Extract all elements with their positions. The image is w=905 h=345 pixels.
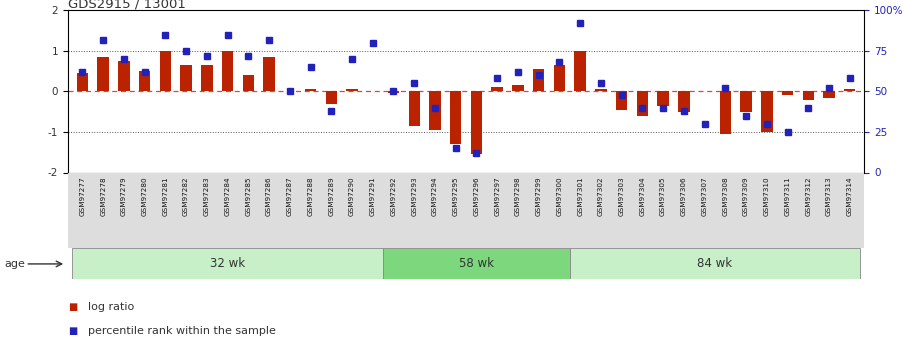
- Text: GSM97311: GSM97311: [785, 176, 791, 216]
- Text: GSM97294: GSM97294: [432, 176, 438, 216]
- Bar: [98, 57, 109, 91]
- Text: GSM97304: GSM97304: [639, 176, 645, 216]
- Text: log ratio: log ratio: [88, 302, 134, 312]
- Bar: [824, 91, 834, 98]
- Bar: [243, 75, 254, 91]
- Text: GSM97292: GSM97292: [390, 176, 396, 216]
- Bar: [429, 91, 441, 130]
- Text: GSM97296: GSM97296: [473, 176, 480, 216]
- Bar: [782, 91, 794, 96]
- Bar: [719, 91, 731, 134]
- Text: ■: ■: [68, 326, 77, 336]
- Text: GSM97291: GSM97291: [370, 176, 376, 216]
- Text: GSM97282: GSM97282: [183, 176, 189, 216]
- Bar: [72, 248, 383, 279]
- Text: GSM97300: GSM97300: [557, 176, 562, 216]
- Text: GSM97314: GSM97314: [847, 176, 853, 216]
- Bar: [740, 91, 752, 112]
- Bar: [387, 91, 399, 93]
- Bar: [326, 91, 337, 104]
- Text: GSM97309: GSM97309: [743, 176, 749, 216]
- Bar: [554, 65, 565, 91]
- Text: GSM97308: GSM97308: [722, 176, 729, 216]
- Text: GSM97288: GSM97288: [308, 176, 313, 216]
- Text: 58 wk: 58 wk: [459, 257, 494, 270]
- Text: 84 wk: 84 wk: [698, 257, 732, 270]
- Text: GSM97303: GSM97303: [619, 176, 624, 216]
- Text: GSM97287: GSM97287: [287, 176, 293, 216]
- Bar: [844, 89, 855, 91]
- Bar: [533, 69, 545, 91]
- Text: GSM97293: GSM97293: [411, 176, 417, 216]
- Bar: [180, 65, 192, 91]
- Text: GSM97306: GSM97306: [681, 176, 687, 216]
- Bar: [678, 91, 690, 112]
- Text: GSM97302: GSM97302: [598, 176, 604, 216]
- Bar: [616, 91, 627, 110]
- Text: GSM97299: GSM97299: [536, 176, 542, 216]
- Bar: [119, 61, 129, 91]
- Text: GSM97280: GSM97280: [141, 176, 148, 216]
- Text: GSM97289: GSM97289: [329, 176, 334, 216]
- Bar: [575, 51, 586, 91]
- Bar: [491, 87, 503, 91]
- Text: GSM97307: GSM97307: [701, 176, 708, 216]
- Bar: [450, 91, 462, 144]
- Bar: [636, 91, 648, 116]
- Text: percentile rank within the sample: percentile rank within the sample: [88, 326, 276, 336]
- Bar: [803, 91, 814, 99]
- Text: GSM97301: GSM97301: [577, 176, 583, 216]
- Bar: [512, 85, 524, 91]
- Bar: [77, 73, 88, 91]
- Bar: [159, 51, 171, 91]
- Text: age: age: [5, 259, 25, 269]
- Text: GSM97312: GSM97312: [805, 176, 811, 216]
- Bar: [138, 71, 150, 91]
- Text: GSM97305: GSM97305: [660, 176, 666, 216]
- Bar: [222, 51, 233, 91]
- Text: GSM97290: GSM97290: [349, 176, 355, 216]
- Bar: [595, 89, 606, 91]
- Text: GSM97283: GSM97283: [204, 176, 210, 216]
- Bar: [471, 91, 482, 154]
- Bar: [201, 65, 213, 91]
- Text: GSM97297: GSM97297: [494, 176, 500, 216]
- Bar: [657, 91, 669, 106]
- Text: GSM97279: GSM97279: [121, 176, 127, 216]
- Bar: [263, 57, 275, 91]
- Text: GSM97286: GSM97286: [266, 176, 272, 216]
- Text: GSM97284: GSM97284: [224, 176, 231, 216]
- Bar: [305, 89, 316, 91]
- Text: GDS2915 / 13001: GDS2915 / 13001: [68, 0, 186, 10]
- Text: 32 wk: 32 wk: [210, 257, 245, 270]
- Bar: [347, 89, 357, 91]
- Text: GSM97310: GSM97310: [764, 176, 770, 216]
- Text: GSM97278: GSM97278: [100, 176, 106, 216]
- Text: GSM97281: GSM97281: [162, 176, 168, 216]
- Text: GSM97313: GSM97313: [826, 176, 832, 216]
- Bar: [408, 91, 420, 126]
- Text: ■: ■: [68, 302, 77, 312]
- Text: GSM97295: GSM97295: [452, 176, 459, 216]
- Text: GSM97285: GSM97285: [245, 176, 252, 216]
- Bar: [570, 248, 860, 279]
- Text: GSM97298: GSM97298: [515, 176, 521, 216]
- Bar: [761, 91, 773, 132]
- Bar: [383, 248, 570, 279]
- Text: GSM97277: GSM97277: [80, 176, 85, 216]
